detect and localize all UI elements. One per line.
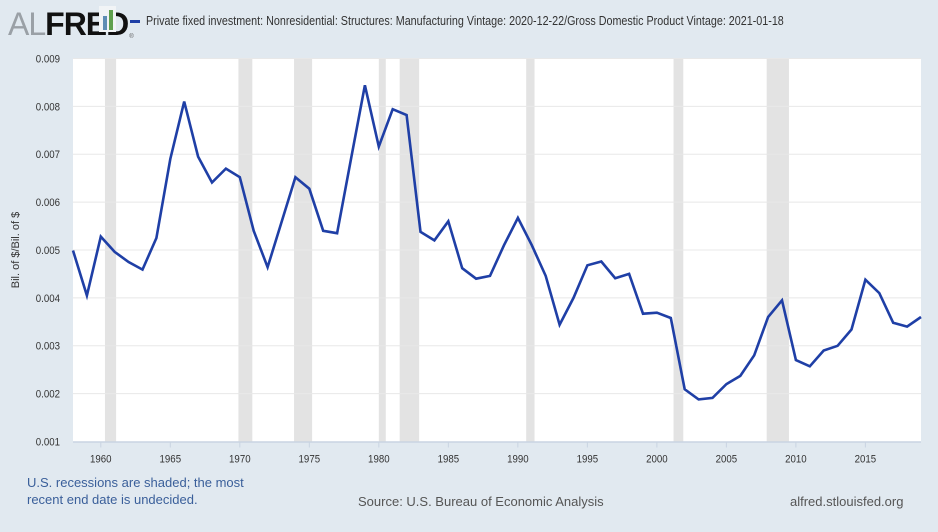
site-link[interactable]: alfred.stlouisfed.org bbox=[790, 494, 904, 509]
x-tick-labels: 1960 1965 1970 1975 1980 1985 1990 1995 2000 2005… bbox=[90, 441, 877, 466]
logo-registered-mark: ® bbox=[129, 34, 134, 40]
x-tick-label: 2000 bbox=[646, 454, 668, 466]
x-tick-label: 2010 bbox=[785, 454, 807, 466]
y-tick-labels: 0.001 0.002 0.003 0.004 0.005 0.006 0.007 0.008… bbox=[36, 54, 60, 449]
x-tick-label: 1975 bbox=[299, 454, 321, 466]
bar-chart-icon bbox=[99, 6, 116, 32]
logo-al-text: AL bbox=[8, 6, 46, 42]
legend[interactable]: Private fixed investment: Nonresidential… bbox=[130, 14, 888, 28]
x-tick-label: 1960 bbox=[90, 454, 112, 466]
y-tick-label: 0.007 bbox=[36, 150, 60, 162]
x-tick-label: 1965 bbox=[160, 454, 182, 466]
y-tick-label: 0.003 bbox=[36, 341, 60, 353]
x-tick-label: 2015 bbox=[855, 454, 877, 466]
y-tick-label: 0.002 bbox=[36, 389, 60, 401]
y-tick-label: 0.004 bbox=[36, 293, 60, 305]
x-tick-label: 1985 bbox=[438, 454, 460, 466]
x-tick-label: 1995 bbox=[577, 454, 599, 466]
recession-note: U.S. recessions are shaded; the most rec… bbox=[27, 475, 244, 507]
y-tick-label: 0.009 bbox=[36, 54, 60, 66]
source-text: Source: U.S. Bureau of Economic Analysis bbox=[358, 494, 604, 509]
y-tick-label: 0.006 bbox=[36, 198, 60, 210]
x-tick-label: 1970 bbox=[229, 454, 251, 466]
y-tick-label: 0.005 bbox=[36, 246, 60, 258]
x-tick-label: 1980 bbox=[368, 454, 390, 466]
logo-bar-green bbox=[109, 10, 113, 30]
series-line[interactable] bbox=[71, 85, 922, 401]
y-tick-label: 0.008 bbox=[36, 102, 60, 114]
legend-label: Private fixed investment: Nonresidential… bbox=[146, 14, 784, 28]
gridlines bbox=[73, 58, 921, 395]
logo-bar-blue bbox=[103, 16, 107, 30]
legend-swatch-icon bbox=[130, 19, 140, 23]
y-tick-label: 0.001 bbox=[36, 437, 60, 449]
x-tick-label: 1990 bbox=[507, 454, 529, 466]
x-tick-label: 2005 bbox=[716, 454, 738, 466]
chart-header: AL FRED ® Private fixed investment: Nonr… bbox=[0, 0, 938, 48]
